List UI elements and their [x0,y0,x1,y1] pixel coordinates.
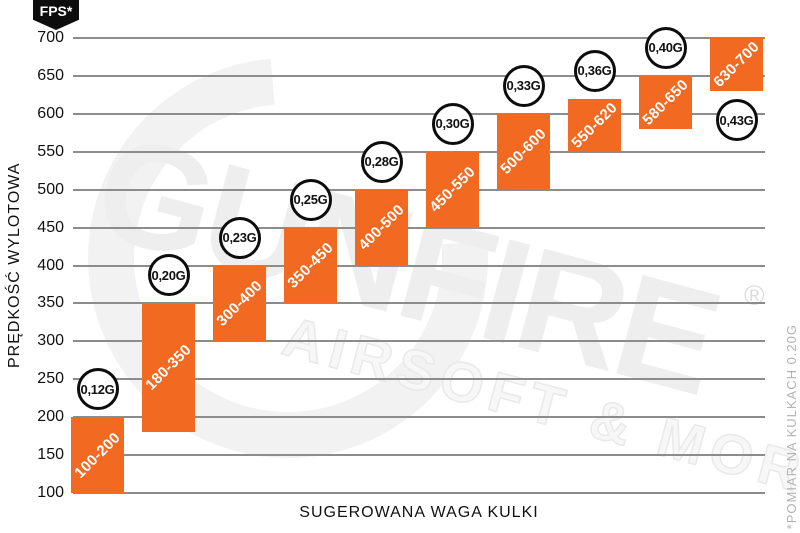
y-tick-label: 550 [37,142,64,160]
fps-range-label: 450-550 [426,163,479,216]
fps-range-label: 180-350 [142,341,195,395]
y-tick-label: 400 [37,256,64,274]
fps-range-bar: 300-400 [213,265,266,342]
y-tick-label: 250 [37,370,64,388]
gridline-700 [73,37,765,39]
y-tick-label: 450 [37,218,64,236]
fps-range-bar: 580-650 [639,75,692,129]
fps-range-label: 550-620 [568,98,621,152]
fps-range-bar: 350-450 [284,227,337,304]
y-tick-label: 500 [37,180,64,198]
gridline-350 [73,302,765,305]
gridline-650 [73,74,765,77]
y-tick-label: 650 [37,66,64,84]
bb-weight-badge: 0,33G [502,64,545,107]
fps-range-bar: 450-550 [426,151,479,228]
fps-range-label: 350-450 [284,239,337,292]
bb-weight-badge: 0,43G [715,99,758,142]
y-tick-label: 600 [37,104,64,122]
bb-weight-badge: 0,25G [289,178,332,221]
bb-weight-badge: 0,28G [360,140,403,183]
y-tick-label: 200 [37,408,64,426]
fps-range-bar: 630-700 [710,38,763,92]
bb-weight-badge: 0,12G [76,368,119,411]
gridline-500 [73,188,765,191]
gridline-550 [73,150,765,153]
bb-weight-badge: 0,23G [218,216,261,259]
bb-weight-badge: 0,36G [573,49,616,92]
fps-range-bar: 500-600 [497,113,550,190]
y-axis-title: PRĘDKOŚĆ WYLOTOWA [6,162,23,369]
x-axis-title: SUGEROWANA WAGA KULKI [299,504,539,521]
fps-range-label: 630-700 [710,38,763,91]
gridline-200 [73,416,765,419]
fps-range-bar: 100-200 [71,417,124,493]
y-tick-label: 700 [37,29,64,46]
bb-weight-badge: 0,20G [147,254,190,297]
fps-range-label: 580-650 [639,76,692,129]
y-tick-label: 350 [37,294,64,312]
gridline-600 [73,112,765,115]
gridline-150 [73,454,765,457]
fps-range-label: 100-200 [71,428,124,482]
bb-weight-badge: 0,30G [431,102,474,145]
fps-range-label: 400-500 [355,201,408,254]
fps-range-bar: 550-620 [568,98,621,152]
y-tick-label: 150 [37,446,64,464]
fps-range-bar: 400-500 [355,189,408,266]
gridline-100 [73,492,765,494]
fps-range-label: 300-400 [213,277,266,330]
y-tick-label: 300 [37,332,64,350]
gridline-450 [73,226,765,229]
bb-weight-badge: 0,40G [644,26,687,69]
gridline-250 [73,378,765,381]
fps-range-bar: 180-350 [142,303,195,433]
fps-range-label: 500-600 [497,125,550,178]
y-tick-label: 100 [37,484,64,501]
gridline-400 [73,264,765,267]
measurement-footnote: *POMIAR NA KULKACH 0.20G [784,323,799,529]
gridline-300 [73,340,765,343]
